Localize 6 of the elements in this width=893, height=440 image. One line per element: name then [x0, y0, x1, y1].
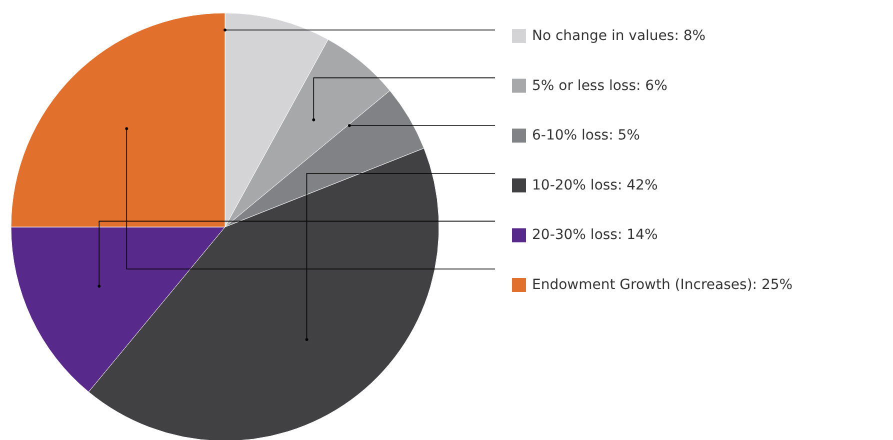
- legend-label: 6-10% loss: 5%: [532, 128, 640, 144]
- legend-label: 20-30% loss: 14%: [532, 227, 658, 244]
- legend-label: No change in values: 8%: [532, 28, 706, 44]
- legend-label: Endowment Growth (Increases): 25%: [532, 277, 793, 293]
- legend-label: 5% or less loss: 6%: [532, 78, 668, 94]
- legend-label: 10-20% loss: 42%: [532, 177, 658, 194]
